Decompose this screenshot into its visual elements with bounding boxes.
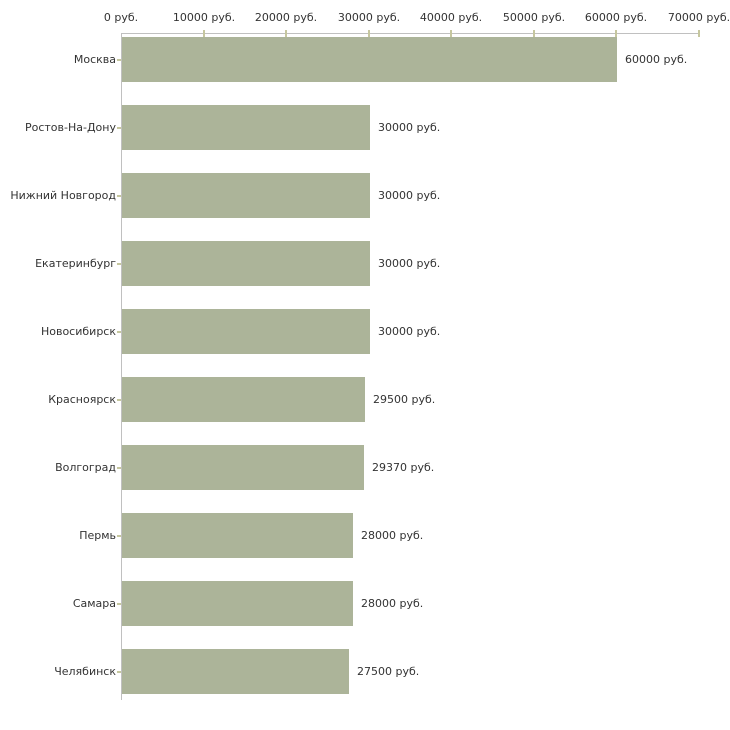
- value-label: 30000 руб.: [378, 325, 441, 338]
- bar: [122, 241, 370, 286]
- x-axis-tick-label: 70000 руб.: [667, 11, 730, 24]
- y-axis-tick: [117, 127, 121, 129]
- bar: [122, 649, 349, 694]
- category-label: Ростов-На-Дону: [24, 121, 116, 134]
- bar: [122, 581, 353, 626]
- x-axis-tick-label: 20000 руб.: [254, 11, 318, 24]
- category-label: Волгоград: [55, 461, 116, 474]
- bar: [122, 513, 353, 558]
- y-axis-tick: [117, 671, 121, 673]
- y-axis-tick: [117, 399, 121, 401]
- y-axis-tick: [117, 331, 121, 333]
- value-label: 30000 руб.: [378, 189, 441, 202]
- value-label: 29370 руб.: [372, 461, 435, 474]
- category-label: Москва: [73, 53, 116, 66]
- category-label: Новосибирск: [40, 325, 116, 338]
- x-axis-tick-label: 10000 руб.: [172, 11, 236, 24]
- x-axis-tick: [615, 30, 617, 37]
- y-axis-tick: [117, 263, 121, 265]
- x-axis-tick-label: 50000 руб.: [502, 11, 566, 24]
- bar: [122, 173, 370, 218]
- y-axis-tick: [117, 467, 121, 469]
- x-axis-tick-label: 40000 руб.: [419, 11, 483, 24]
- value-label: 30000 руб.: [378, 121, 441, 134]
- y-axis-tick: [117, 59, 121, 61]
- bar: [122, 445, 364, 490]
- value-label: 27500 руб.: [357, 665, 420, 678]
- x-axis-tick: [285, 30, 287, 37]
- x-axis-tick: [203, 30, 205, 37]
- value-label: 29500 руб.: [373, 393, 436, 406]
- category-label: Нижний Новгород: [10, 189, 116, 202]
- x-axis-line: [121, 33, 700, 34]
- x-axis-tick: [450, 30, 452, 37]
- category-label: Челябинск: [54, 665, 116, 678]
- value-label: 60000 руб.: [625, 53, 688, 66]
- x-axis-tick: [698, 30, 700, 37]
- x-axis-tick-label: 0 руб.: [103, 11, 139, 24]
- y-axis-line: [121, 33, 122, 700]
- x-axis-tick: [368, 30, 370, 37]
- value-label: 28000 руб.: [361, 529, 424, 542]
- x-axis-tick: [533, 30, 535, 37]
- bar: [122, 105, 370, 150]
- category-label: Пермь: [79, 529, 116, 542]
- value-label: 30000 руб.: [378, 257, 441, 270]
- value-label: 28000 руб.: [361, 597, 424, 610]
- bar: [122, 37, 617, 82]
- x-axis-tick-label: 60000 руб.: [584, 11, 648, 24]
- category-label: Самара: [72, 597, 116, 610]
- bar: [122, 377, 365, 422]
- y-axis-tick: [117, 603, 121, 605]
- y-axis-tick: [117, 195, 121, 197]
- category-label: Красноярск: [48, 393, 116, 406]
- bar: [122, 309, 370, 354]
- x-axis-tick-label: 30000 руб.: [337, 11, 401, 24]
- y-axis-tick: [117, 535, 121, 537]
- category-label: Екатеринбург: [35, 257, 116, 270]
